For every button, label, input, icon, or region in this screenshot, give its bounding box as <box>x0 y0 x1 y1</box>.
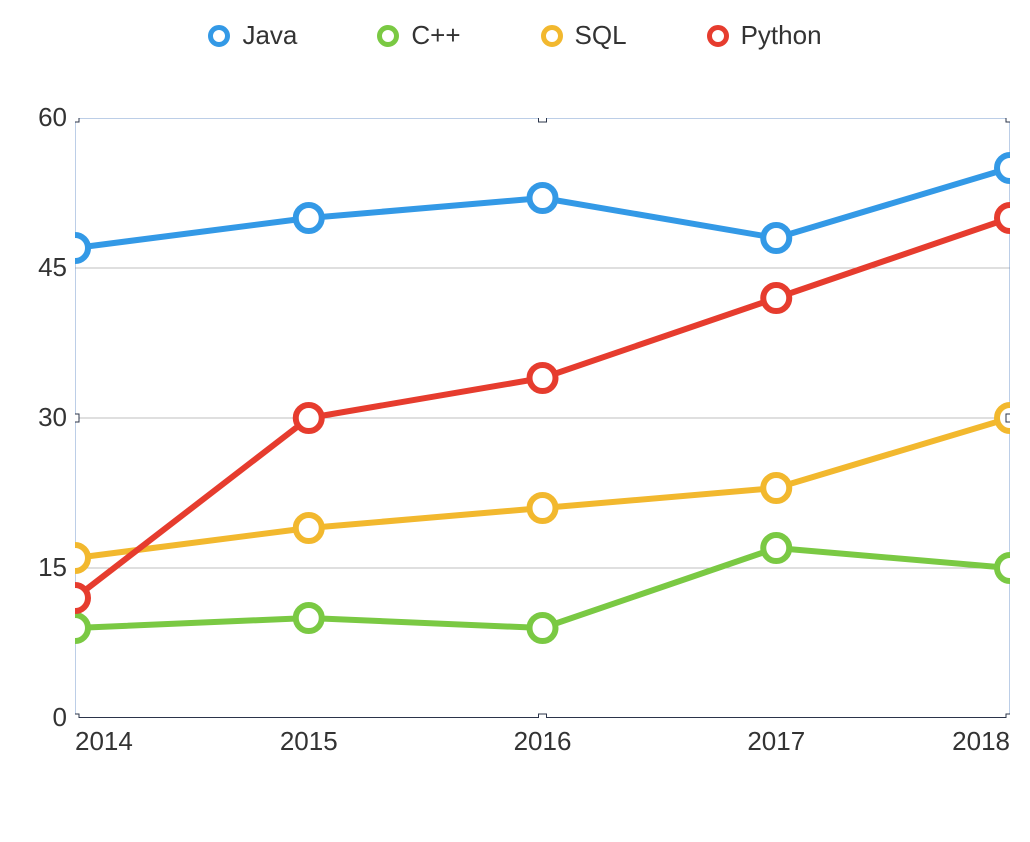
plot-svg <box>75 118 1010 718</box>
series-marker <box>763 225 789 251</box>
selection-handle-icon[interactable] <box>1006 414 1010 422</box>
selection-handle-icon[interactable] <box>75 118 79 122</box>
series-marker <box>75 585 88 611</box>
series-marker <box>296 405 322 431</box>
series-marker <box>763 285 789 311</box>
legend-label: Java <box>242 20 297 51</box>
legend-item-python: Python <box>707 20 822 51</box>
selection-handle-icon[interactable] <box>1006 118 1010 122</box>
legend-swatch-icon <box>208 25 230 47</box>
series-marker <box>763 475 789 501</box>
series-marker <box>75 545 88 571</box>
x-tick-label: 2018 <box>952 726 1010 757</box>
x-tick-label: 2014 <box>75 726 133 757</box>
legend: Java C++ SQL Python <box>0 20 1030 51</box>
selection-handle-icon[interactable] <box>75 414 79 422</box>
x-tick-label: 2017 <box>746 726 806 757</box>
selection-handle-icon[interactable] <box>539 118 547 122</box>
series-marker <box>997 155 1010 181</box>
y-tick-label: 60 <box>7 102 67 133</box>
y-tick-label: 15 <box>7 552 67 583</box>
plot-area <box>75 118 1010 718</box>
selection-handle-icon[interactable] <box>539 714 547 718</box>
legend-swatch-icon <box>541 25 563 47</box>
series-marker <box>530 615 556 641</box>
y-tick-label: 30 <box>7 402 67 433</box>
series-marker <box>997 555 1010 581</box>
y-tick-label: 45 <box>7 252 67 283</box>
series-marker <box>296 205 322 231</box>
selection-handle-icon[interactable] <box>1006 714 1010 718</box>
legend-item-sql: SQL <box>541 20 627 51</box>
series-marker <box>530 185 556 211</box>
x-tick-label: 2016 <box>513 726 573 757</box>
selection-handle-icon[interactable] <box>75 714 79 718</box>
legend-item-cplusplus: C++ <box>377 20 460 51</box>
series-marker <box>75 235 88 261</box>
legend-label: C++ <box>411 20 460 51</box>
series-marker <box>296 515 322 541</box>
legend-swatch-icon <box>377 25 399 47</box>
legend-swatch-icon <box>707 25 729 47</box>
y-tick-label: 0 <box>7 702 67 733</box>
chart-container: Java C++ SQL Python 0 15 30 45 60 2014 2015 2016 2… <box>0 0 1030 842</box>
series-marker <box>530 365 556 391</box>
series-marker <box>997 205 1010 231</box>
series-marker <box>530 495 556 521</box>
legend-label: SQL <box>575 20 627 51</box>
x-tick-label: 2015 <box>279 726 339 757</box>
series-marker <box>75 615 88 641</box>
series-marker <box>763 535 789 561</box>
series-marker <box>296 605 322 631</box>
legend-item-java: Java <box>208 20 297 51</box>
legend-label: Python <box>741 20 822 51</box>
